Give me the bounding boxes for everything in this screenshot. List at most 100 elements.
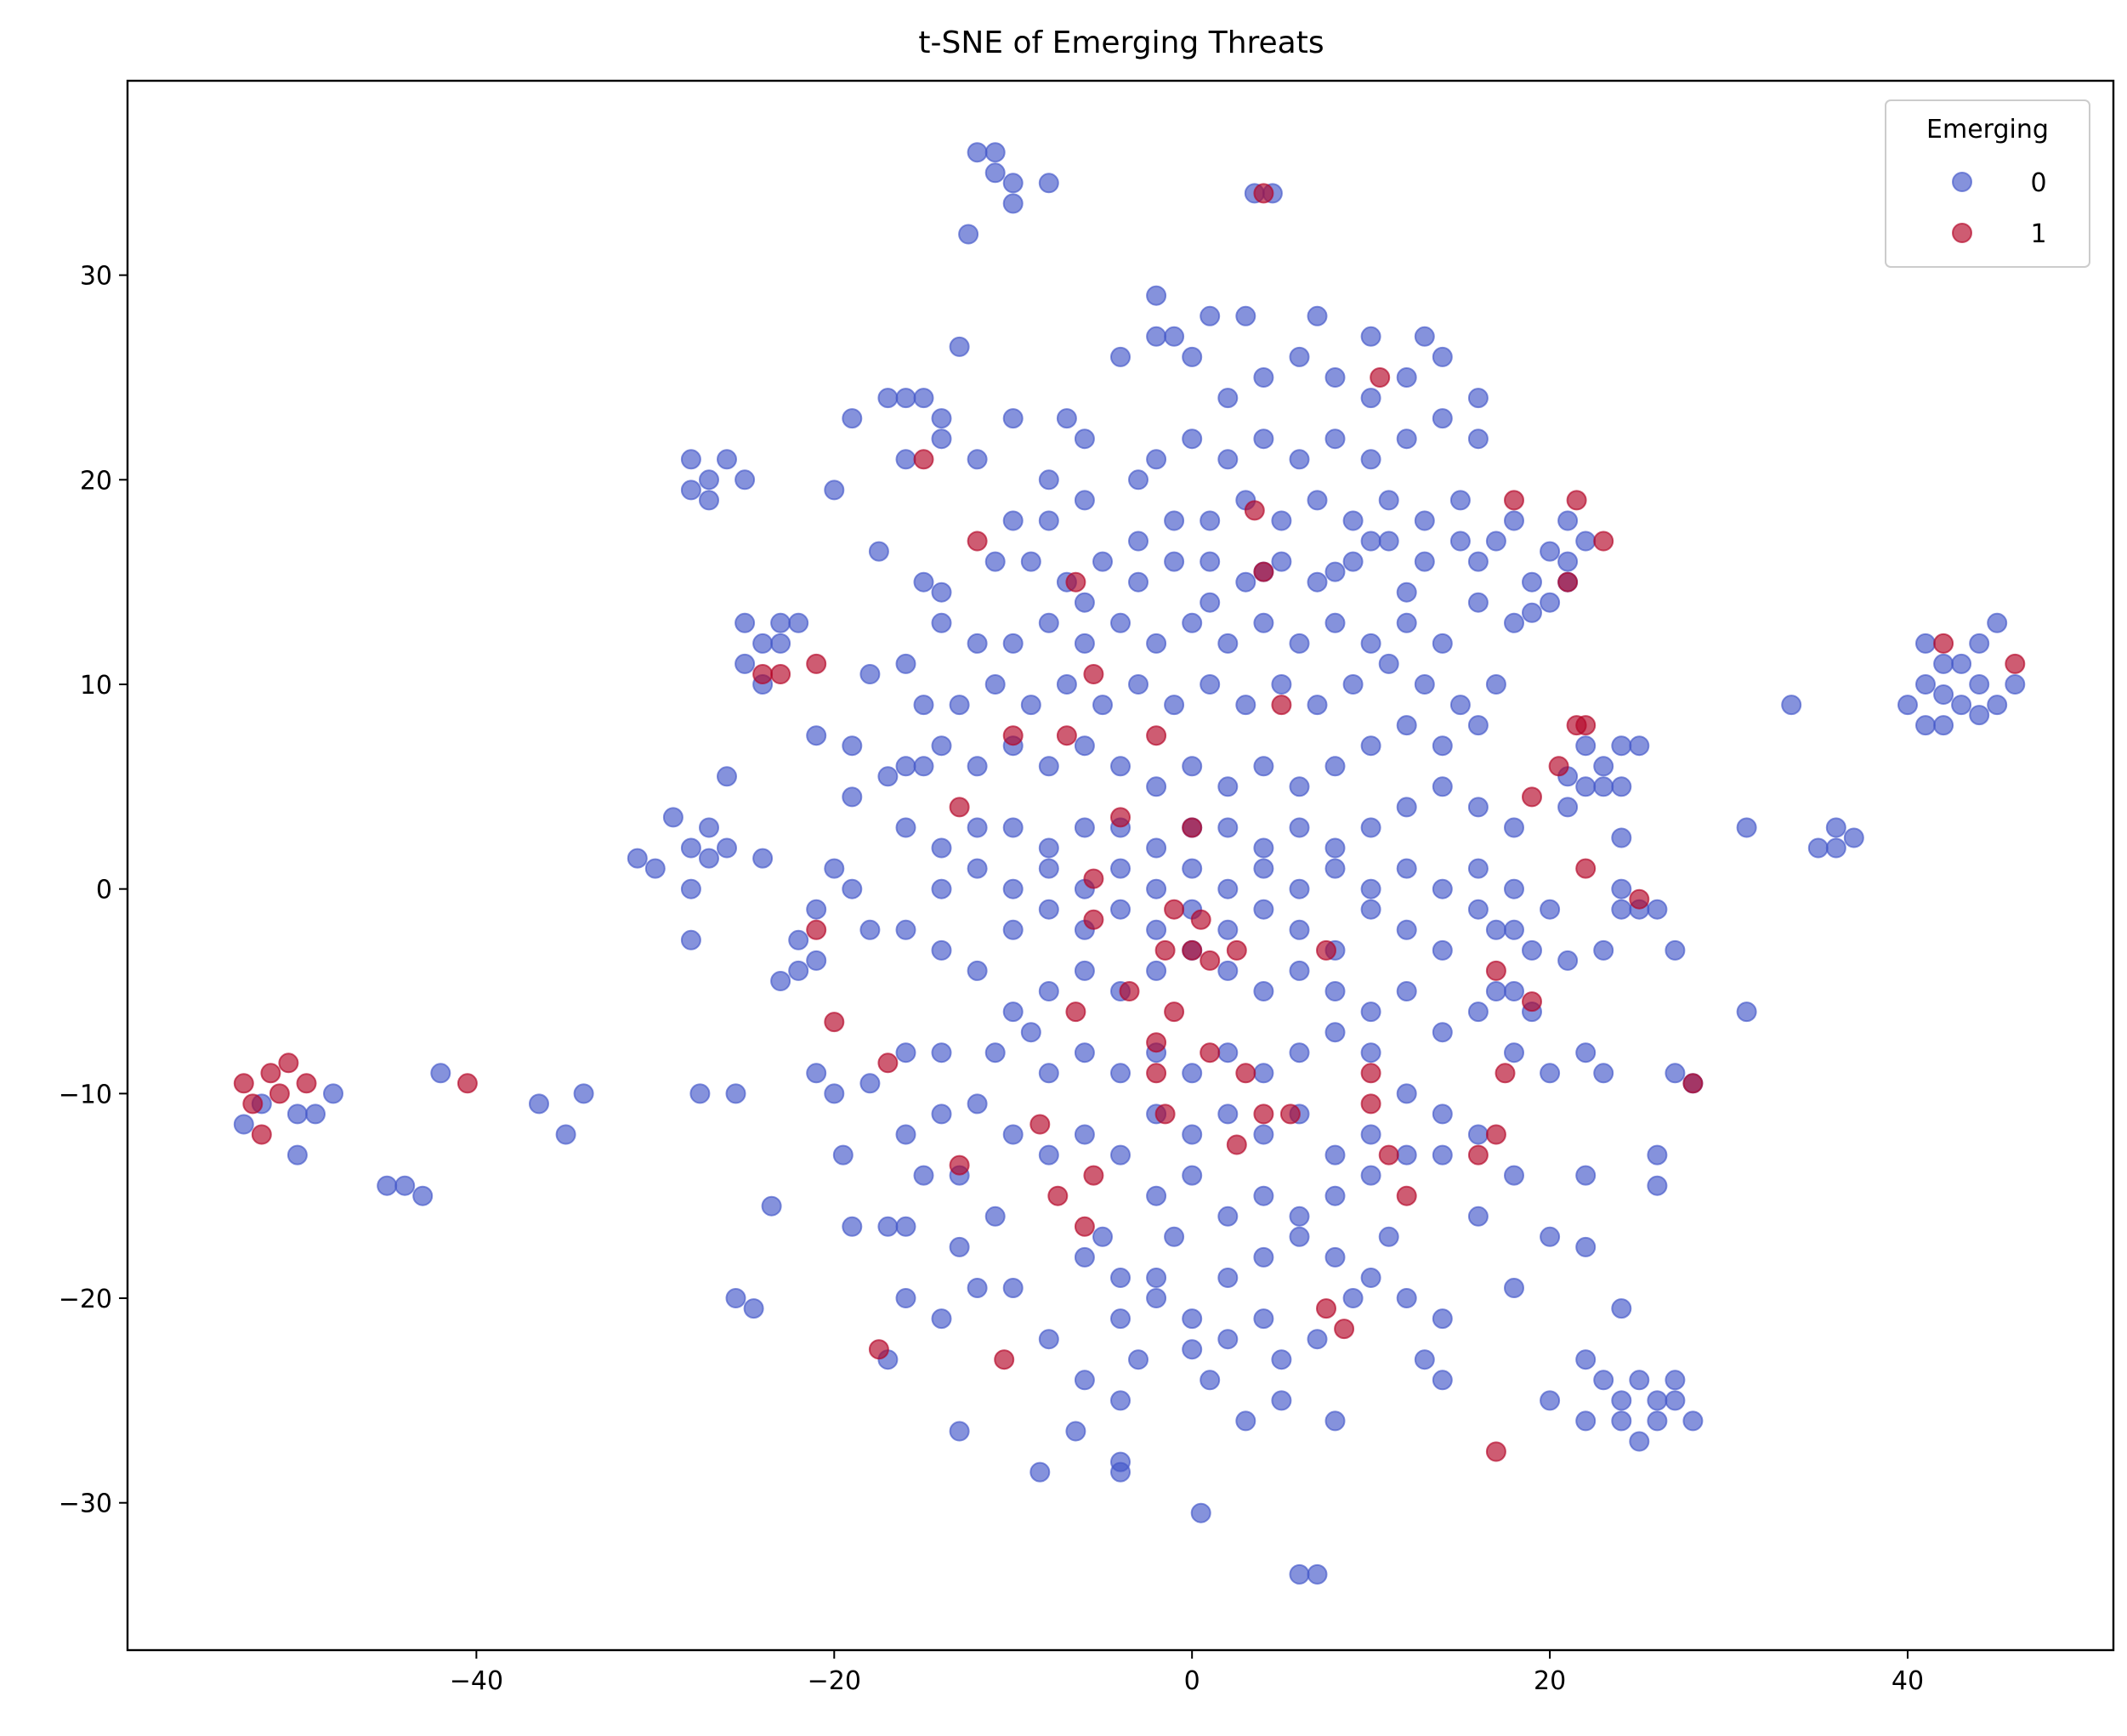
point-series0-132 (1289, 1563, 1310, 1585)
point-series0-9 (680, 449, 701, 470)
point-series0-178 (1432, 1103, 1453, 1125)
point-series0-377 (842, 735, 863, 757)
point-series0-287 (967, 633, 988, 654)
point-series0-25 (699, 817, 719, 838)
y-tick-label: 30 (80, 262, 112, 292)
point-series0-213 (1432, 939, 1453, 961)
point-series1-10 (770, 664, 791, 684)
point-series0-333 (931, 428, 952, 450)
point-series1-59 (1682, 1073, 1704, 1094)
point-series1-35 (1226, 939, 1247, 961)
point-series1-27 (806, 919, 827, 940)
legend-title: Emerging (1926, 115, 2049, 145)
point-series1-20 (1575, 858, 1597, 879)
point-series1-31 (1190, 909, 1211, 930)
point-series0-227 (1289, 878, 1310, 899)
point-series0-142 (1092, 1226, 1113, 1247)
point-series0-195 (1504, 981, 1524, 1001)
point-series1-51 (457, 1073, 478, 1094)
point-series1-49 (251, 1124, 272, 1145)
point-series0-382 (1128, 530, 1149, 552)
y-tick-label: −10 (59, 1080, 112, 1109)
point-series0-358 (1360, 388, 1381, 409)
point-series1-44 (233, 1073, 254, 1094)
point-series0-95 (1575, 530, 1597, 552)
point-series0-168 (1074, 1042, 1095, 1064)
point-series0-33 (680, 929, 701, 950)
point-series0-86 (1593, 756, 1614, 777)
point-series0-139 (1217, 1329, 1239, 1350)
point-series0-215 (1504, 919, 1524, 940)
point-series1-13 (1271, 695, 1292, 716)
point-series0-353 (1182, 346, 1203, 367)
point-series0-337 (1146, 449, 1167, 470)
point-series0-133 (1307, 1563, 1328, 1585)
point-series0-223 (1146, 878, 1167, 899)
y-tick-label: 10 (80, 671, 112, 701)
point-series0-430 (1414, 1349, 1435, 1370)
point-series0-267 (1432, 735, 1453, 757)
point-series0-0 (967, 142, 988, 163)
point-series0-335 (1038, 469, 1059, 491)
point-series0-156 (842, 1216, 863, 1237)
point-series0-407 (1324, 1185, 1346, 1206)
point-series0-271 (984, 674, 1006, 695)
point-series1-50 (296, 1073, 317, 1094)
point-series0-254 (967, 756, 988, 777)
point-series0-291 (1110, 612, 1131, 633)
point-series0-372 (949, 336, 970, 357)
point-series0-432 (1504, 1278, 1524, 1298)
point-series0-153 (984, 1206, 1006, 1227)
point-series0-253 (931, 735, 952, 757)
point-series0-401 (1002, 1124, 1024, 1145)
point-series0-48 (725, 1288, 746, 1308)
point-series1-76 (1485, 1441, 1506, 1462)
point-series0-288 (1002, 633, 1024, 654)
point-series0-201 (1002, 919, 1024, 940)
point-series0-285 (1485, 674, 1506, 695)
point-series0-363 (1164, 326, 1185, 347)
point-series0-424 (1074, 1370, 1095, 1391)
point-series0-52 (555, 1124, 576, 1145)
point-series0-165 (984, 1042, 1006, 1064)
point-series0-150 (1002, 1278, 1024, 1298)
point-series0-231 (1432, 878, 1453, 899)
point-series0-329 (1378, 490, 1399, 511)
point-series1-23 (2005, 653, 2026, 674)
point-series0-313 (1307, 571, 1328, 593)
legend: Emerging 0 1 (1885, 99, 2090, 268)
point-series0-47 (761, 1195, 782, 1217)
point-series0-161 (967, 1093, 988, 1115)
point-series0-261 (1217, 776, 1239, 797)
point-series0-270 (949, 695, 970, 716)
point-series1-6 (1566, 490, 1587, 511)
point-series0-332 (895, 449, 916, 470)
point-series0-104 (1647, 899, 1668, 920)
point-series0-135 (1110, 1308, 1131, 1330)
point-series0-131 (1190, 1502, 1211, 1523)
point-series0-205 (1146, 919, 1167, 940)
point-series0-155 (877, 1216, 899, 1237)
point-series0-217 (931, 878, 952, 899)
point-series0-119 (1647, 1144, 1668, 1166)
point-series1-1 (967, 530, 988, 552)
point-series1-57 (1360, 1093, 1381, 1115)
point-series0-426 (1200, 1370, 1221, 1391)
point-series0-83 (1825, 837, 1846, 859)
point-series1-48 (269, 1083, 290, 1104)
point-series0-39 (806, 950, 827, 971)
point-series0-187 (1217, 960, 1239, 981)
point-series0-218 (967, 858, 988, 879)
point-series0-365 (1235, 305, 1256, 326)
point-series0-281 (1342, 674, 1364, 695)
point-series0-145 (1342, 1288, 1364, 1308)
point-series1-8 (1593, 530, 1614, 552)
point-series0-67 (1987, 612, 2008, 633)
point-series1-63 (1253, 1103, 1274, 1125)
point-series0-183 (1074, 960, 1095, 981)
point-series0-199 (895, 919, 916, 940)
points-layer (233, 142, 2026, 1585)
point-series0-357 (1324, 367, 1346, 388)
y-axis-ticks: −30 −20 −10 0 10 20 30 (59, 262, 128, 1519)
point-series0-400 (1038, 1144, 1059, 1166)
